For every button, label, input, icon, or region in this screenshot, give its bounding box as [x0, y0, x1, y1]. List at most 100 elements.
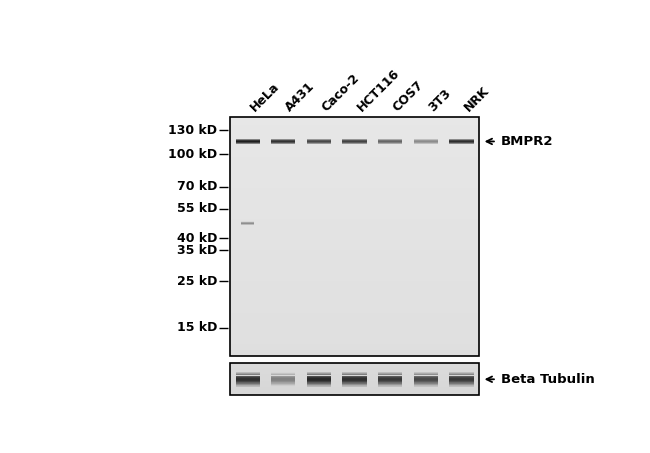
- Bar: [230, 125, 479, 126]
- Bar: [343, 375, 367, 376]
- Bar: [230, 332, 479, 333]
- Bar: [230, 283, 479, 284]
- Bar: [230, 211, 479, 212]
- Text: 70 kD: 70 kD: [177, 180, 217, 193]
- Bar: [378, 384, 402, 385]
- Bar: [271, 377, 295, 378]
- Bar: [230, 339, 479, 340]
- Bar: [230, 352, 479, 353]
- Bar: [230, 137, 479, 138]
- Bar: [235, 379, 260, 380]
- Bar: [230, 334, 479, 335]
- Bar: [230, 322, 479, 323]
- Bar: [230, 305, 479, 306]
- Bar: [230, 263, 479, 264]
- Bar: [230, 370, 479, 371]
- Bar: [230, 389, 479, 390]
- Bar: [230, 198, 479, 199]
- Bar: [230, 313, 479, 314]
- Bar: [230, 290, 479, 292]
- Bar: [230, 220, 479, 222]
- Bar: [230, 223, 479, 225]
- Bar: [230, 219, 479, 220]
- Bar: [230, 226, 479, 228]
- Bar: [230, 337, 479, 338]
- Bar: [230, 143, 479, 144]
- Bar: [230, 393, 479, 394]
- Bar: [230, 263, 479, 265]
- Bar: [449, 383, 473, 384]
- Bar: [235, 377, 260, 378]
- Bar: [230, 374, 479, 375]
- Bar: [230, 370, 479, 371]
- Bar: [230, 366, 479, 367]
- Bar: [230, 182, 479, 183]
- Bar: [230, 186, 479, 187]
- Bar: [378, 383, 402, 384]
- Bar: [230, 380, 479, 381]
- Bar: [378, 374, 402, 375]
- Bar: [230, 136, 479, 137]
- Bar: [271, 380, 295, 381]
- Bar: [413, 385, 438, 386]
- Bar: [343, 380, 367, 381]
- Bar: [230, 302, 479, 304]
- Bar: [230, 266, 479, 267]
- Bar: [230, 225, 479, 226]
- Bar: [230, 392, 479, 393]
- Text: 130 kD: 130 kD: [168, 124, 217, 137]
- Bar: [230, 176, 479, 177]
- Bar: [230, 229, 479, 230]
- Bar: [307, 373, 331, 374]
- Bar: [230, 288, 479, 289]
- Bar: [230, 212, 479, 213]
- Bar: [230, 385, 479, 386]
- Bar: [230, 294, 479, 295]
- Bar: [230, 381, 479, 382]
- Bar: [230, 151, 479, 152]
- Bar: [230, 133, 479, 134]
- Bar: [230, 257, 479, 258]
- Bar: [230, 384, 479, 385]
- Bar: [230, 154, 479, 155]
- Bar: [230, 391, 479, 392]
- Bar: [230, 338, 479, 339]
- Bar: [230, 179, 479, 180]
- Bar: [230, 165, 479, 167]
- Bar: [230, 304, 479, 305]
- Bar: [230, 251, 479, 252]
- Bar: [235, 378, 260, 379]
- Bar: [230, 226, 479, 227]
- Bar: [307, 383, 331, 384]
- Bar: [230, 319, 479, 320]
- Bar: [230, 231, 479, 233]
- Bar: [230, 250, 479, 251]
- Bar: [230, 160, 479, 161]
- Bar: [230, 386, 479, 387]
- Bar: [230, 189, 479, 190]
- Bar: [271, 385, 295, 386]
- Bar: [230, 244, 479, 246]
- Bar: [230, 120, 479, 121]
- Bar: [230, 202, 479, 203]
- Bar: [271, 379, 295, 380]
- Bar: [413, 375, 438, 376]
- Bar: [343, 374, 367, 375]
- Bar: [230, 327, 479, 328]
- Bar: [343, 373, 367, 374]
- Bar: [230, 372, 479, 373]
- Bar: [230, 172, 479, 173]
- Bar: [230, 162, 479, 164]
- Bar: [230, 180, 479, 181]
- Bar: [230, 203, 479, 204]
- Bar: [230, 394, 479, 395]
- Bar: [230, 215, 479, 216]
- Text: 25 kD: 25 kD: [177, 275, 217, 288]
- Bar: [230, 350, 479, 352]
- Bar: [307, 378, 331, 379]
- Bar: [230, 374, 479, 375]
- Bar: [230, 265, 479, 266]
- Bar: [230, 365, 479, 366]
- Bar: [230, 373, 479, 374]
- Bar: [230, 169, 479, 170]
